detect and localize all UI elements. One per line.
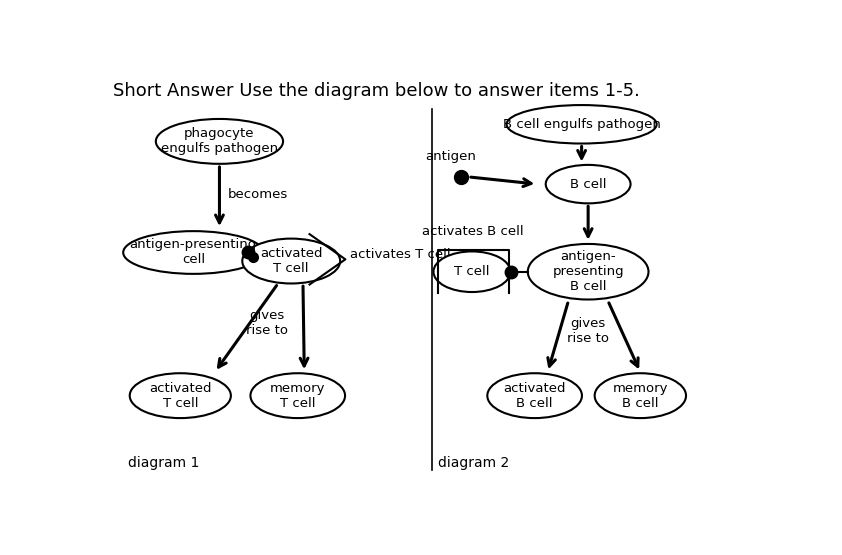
Text: activates T cell: activates T cell (350, 248, 450, 261)
Text: antigen-presenting
cell: antigen-presenting cell (130, 239, 257, 266)
Text: gives
rise to: gives rise to (246, 309, 288, 337)
Ellipse shape (488, 373, 582, 418)
Ellipse shape (250, 373, 345, 418)
Text: memory
T cell: memory T cell (270, 382, 326, 410)
Text: B cell: B cell (570, 178, 606, 190)
Ellipse shape (242, 239, 340, 284)
Text: phagocyte
engulfs pathogen: phagocyte engulfs pathogen (161, 128, 278, 155)
Ellipse shape (528, 244, 648, 300)
Text: gives
rise to: gives rise to (568, 317, 609, 345)
Text: Short Answer Use the diagram below to answer items 1-5.: Short Answer Use the diagram below to an… (113, 82, 640, 99)
Text: diagram 1: diagram 1 (128, 456, 200, 471)
Ellipse shape (156, 119, 283, 164)
Ellipse shape (507, 105, 657, 144)
Ellipse shape (434, 251, 510, 292)
Ellipse shape (594, 373, 686, 418)
Text: antigen-
presenting
B cell: antigen- presenting B cell (552, 250, 624, 293)
Ellipse shape (123, 231, 264, 274)
Ellipse shape (130, 373, 231, 418)
Text: B cell engulfs pathogen: B cell engulfs pathogen (503, 118, 660, 131)
Text: activated
B cell: activated B cell (504, 382, 566, 410)
Text: T cell: T cell (454, 265, 490, 278)
Text: activated
T cell: activated T cell (260, 247, 322, 275)
Text: becomes: becomes (228, 188, 288, 201)
Text: antigen: antigen (426, 150, 477, 163)
Ellipse shape (546, 165, 631, 203)
Text: activates B cell: activates B cell (423, 225, 524, 239)
Text: activated
T cell: activated T cell (149, 382, 211, 410)
Text: diagram 2: diagram 2 (438, 456, 509, 471)
Text: memory
B cell: memory B cell (613, 382, 668, 410)
